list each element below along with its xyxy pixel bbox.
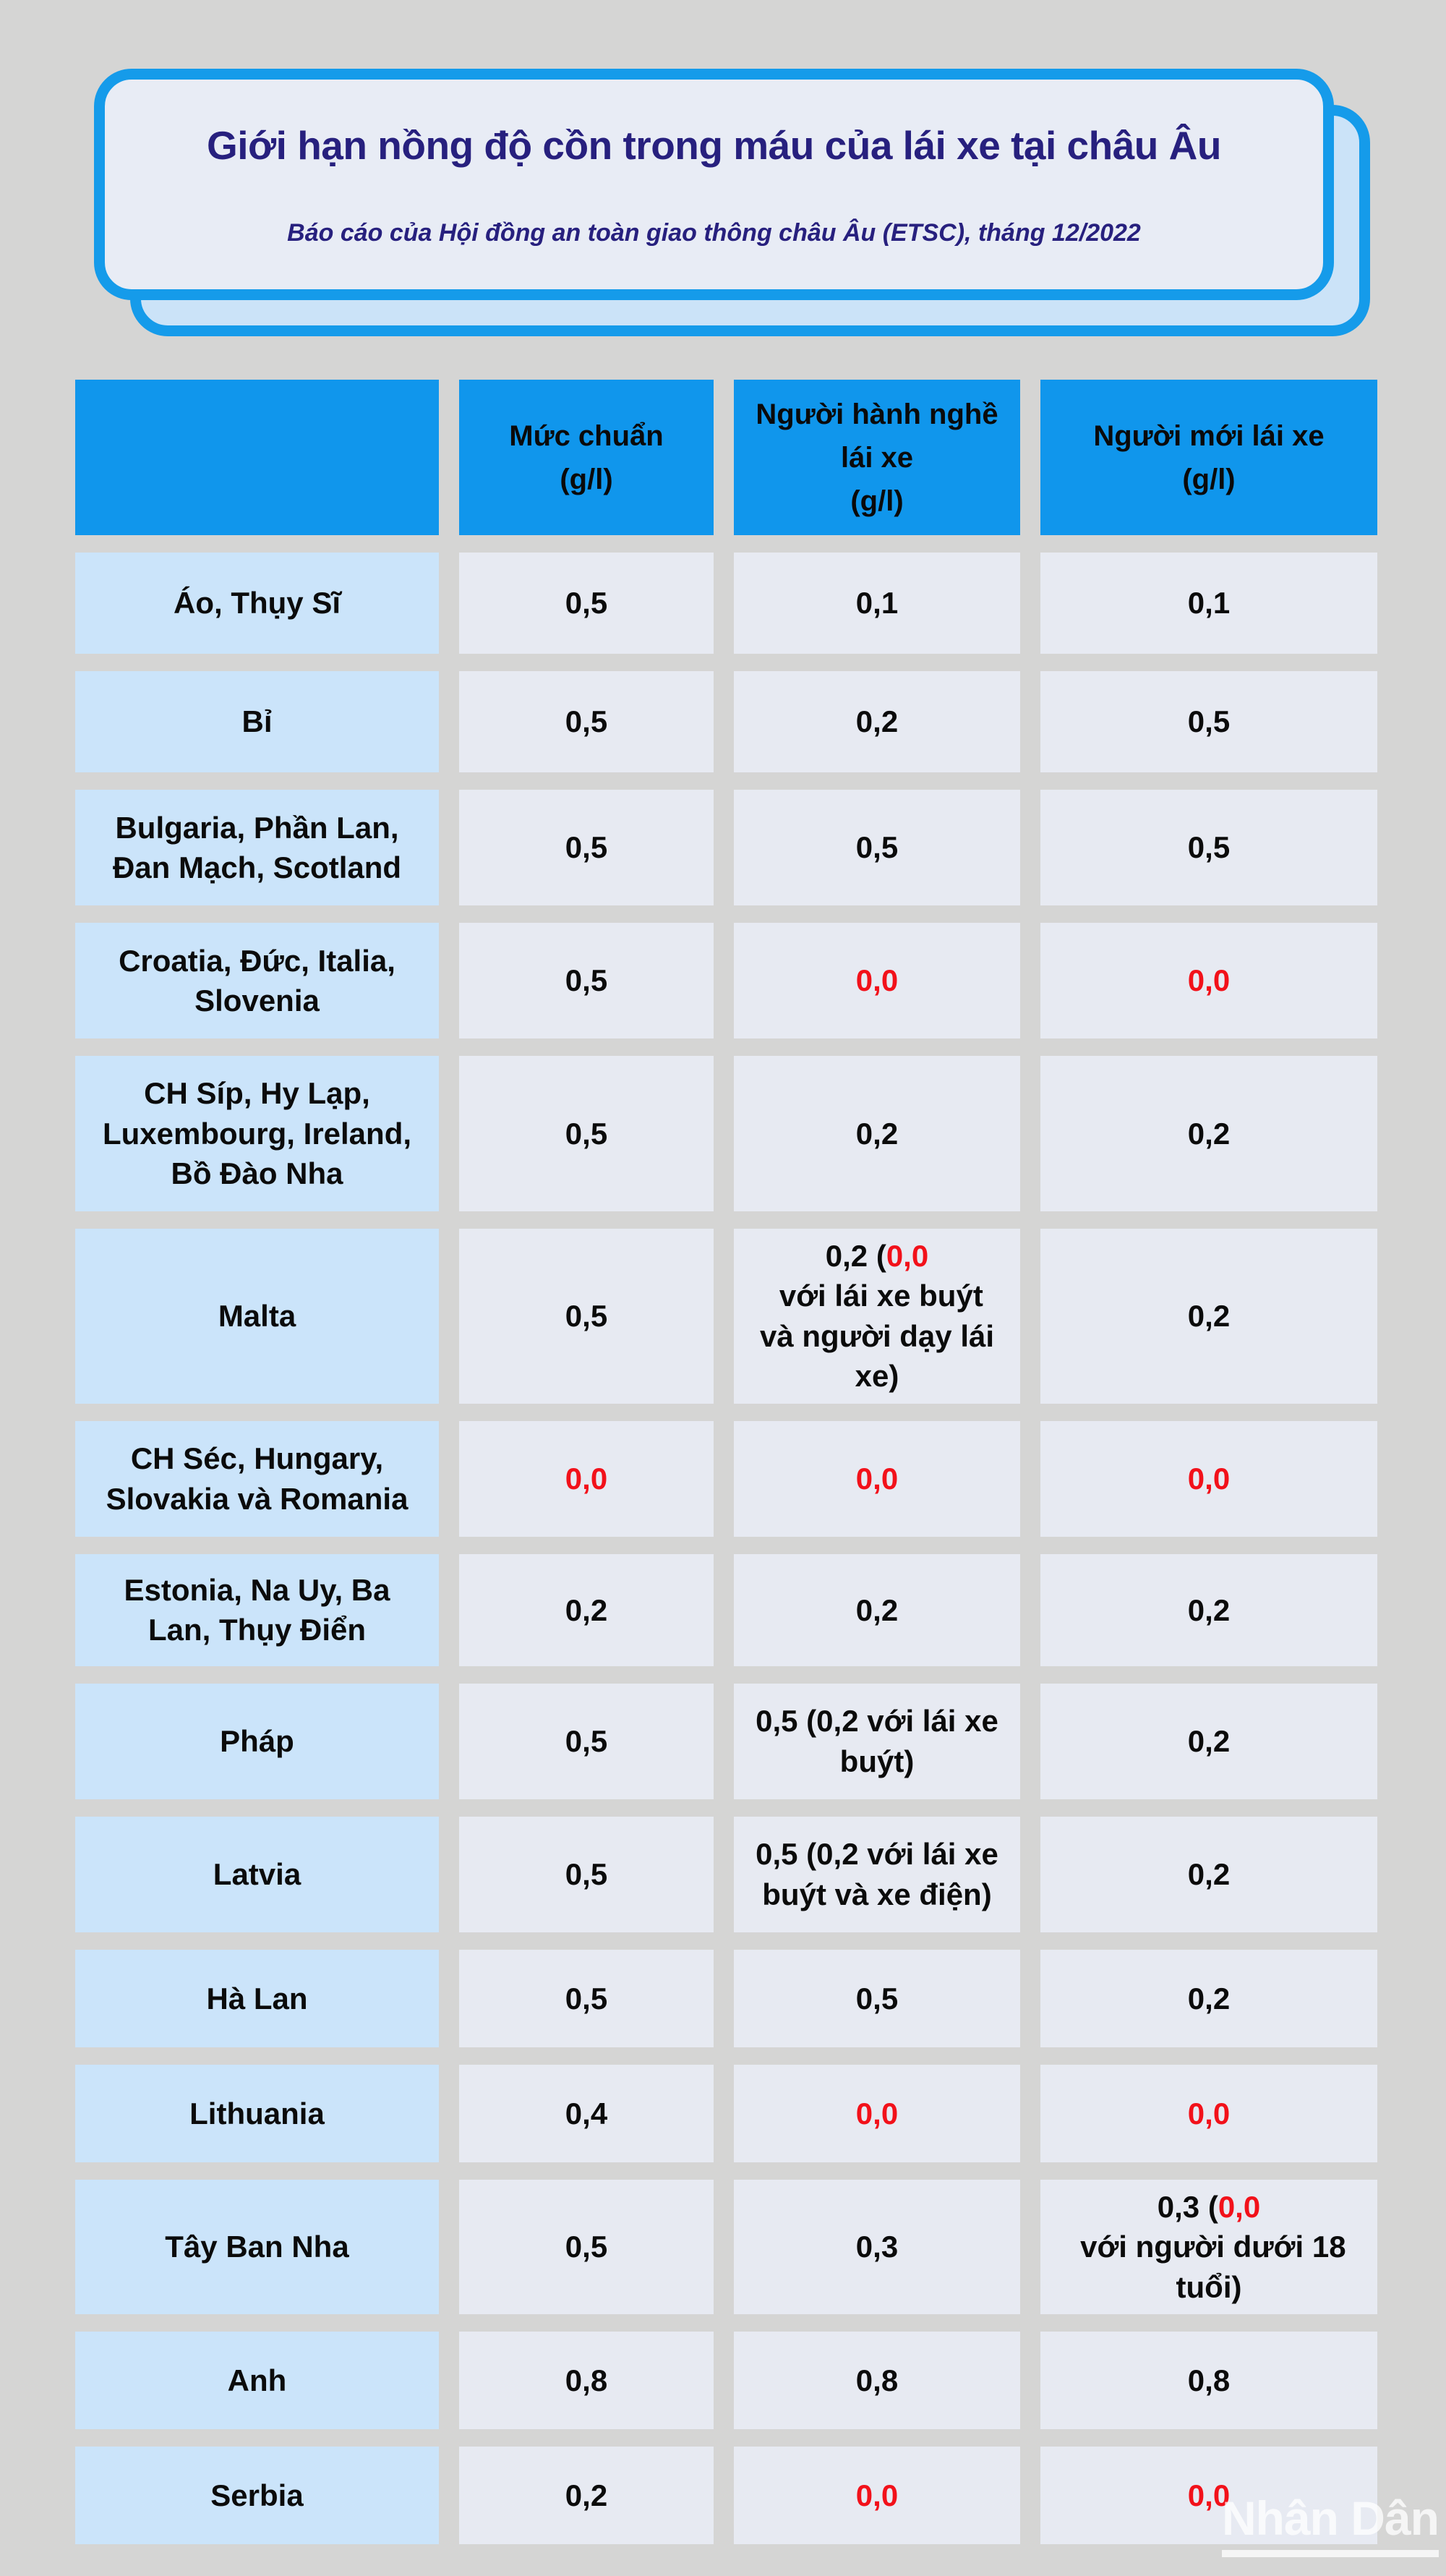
country-cell: CH Séc, Hungary, Slovakia và Romania <box>75 1420 439 1537</box>
value-cell: 0,0 <box>1040 1420 1377 1537</box>
value-cell: 0,5 <box>459 671 714 772</box>
table-row: Serbia 0,2 0,0 0,0 <box>75 2447 1377 2545</box>
page-title: Giới hạn nồng độ cồn trong máu của lái x… <box>206 122 1222 168</box>
value-cell: 0,5 <box>459 1683 714 1799</box>
country-cell: Hà Lan <box>75 1949 439 2047</box>
value-cell: 0,0 <box>1040 923 1377 1038</box>
value-cell: 0,0 <box>734 1420 1020 1537</box>
value-cell: 0,0 <box>1040 2064 1377 2162</box>
country-cell: Latvia <box>75 1816 439 1932</box>
table-row: Tây Ban Nha 0,5 0,3 0,3 (0,0 với người dưới… <box>75 2179 1377 2315</box>
value-cell: 0,1 <box>734 553 1020 654</box>
country-cell: Estonia, Na Uy, Ba Lan, Thụy Điển <box>75 1553 439 1666</box>
country-cell: Pháp <box>75 1683 439 1799</box>
value-cell: 0,8 <box>1040 2332 1377 2430</box>
country-cell: Malta <box>75 1229 439 1404</box>
table-row: Latvia 0,5 0,5 (0,2 với lái xe buýt và xe … <box>75 1816 1377 1932</box>
value-cell: 0,0 <box>734 2064 1020 2162</box>
value-cell: 0,5 <box>459 1816 714 1932</box>
value-cell: 0,8 <box>459 2332 714 2430</box>
country-cell: Serbia <box>75 2447 439 2545</box>
data-table: Mức chuẩn (g/l) Người hành nghề lái xe (g… <box>75 380 1377 2545</box>
value-cell: 0,0 <box>734 923 1020 1038</box>
table-header-row: Mức chuẩn (g/l) Người hành nghề lái xe (g… <box>75 380 1377 535</box>
value-cell: 0,5 <box>459 1949 714 2047</box>
country-cell: Bỉ <box>75 671 439 772</box>
table-row: Bulgaria, Phần Lan, Đan Mạch, Scotland 0,… <box>75 790 1377 905</box>
value-cell: 0,2 <box>459 2447 714 2545</box>
watermark-underline <box>1221 2550 1439 2557</box>
country-cell: CH Síp, Hy Lạp, Luxembourg, Ireland, Bồ … <box>75 1056 439 1211</box>
table-row: CH Séc, Hungary, Slovakia và Romania 0,0 0… <box>75 1420 1377 1537</box>
table-row: Estonia, Na Uy, Ba Lan, Thụy Điển 0,2 0,2 0… <box>75 1553 1377 1666</box>
value-cell: 0,2 <box>734 1553 1020 1666</box>
value-cell: 0,5 <box>734 790 1020 905</box>
value-cell: 0,5 <box>1040 671 1377 772</box>
value-cell: 0,2 <box>1040 1056 1377 1211</box>
table-row: Croatia, Đức, Italia, Slovenia 0,5 0,0 0,0 <box>75 923 1377 1038</box>
table-row: Anh 0,8 0,8 0,8 <box>75 2332 1377 2430</box>
value-cell: 0,0 <box>459 1420 714 1537</box>
header-cell: Mức chuẩn (g/l) <box>459 380 714 535</box>
value-cell: 0,2 <box>1040 1949 1377 2047</box>
country-cell: Bulgaria, Phần Lan, Đan Mạch, Scotland <box>75 790 439 905</box>
value-cell: 0,0 <box>1040 2447 1377 2545</box>
value-cell: 0,3 (0,0 với người dưới 18 tuổi) <box>1040 2179 1377 2315</box>
value-cell: 0,2 <box>734 671 1020 772</box>
watermark-text: Nhân Dân <box>1221 2491 1439 2545</box>
country-cell: Áo, Thụy Sĩ <box>75 553 439 654</box>
table-row: Áo, Thụy Sĩ 0,5 0,1 0,1 <box>75 553 1377 654</box>
value-cell: 0,3 <box>734 2179 1020 2315</box>
value-cell: 0,5 <box>459 923 714 1038</box>
value-cell: 0,4 <box>459 2064 714 2162</box>
table-row: Hà Lan 0,5 0,5 0,2 <box>75 1949 1377 2047</box>
value-cell: 0,5 <box>1040 790 1377 905</box>
header-cell <box>75 380 439 535</box>
value-cell: 0,2 (0,0 với lái xe buýt và người dạy lá… <box>734 1229 1020 1404</box>
table-row: Bỉ 0,5 0,2 0,5 <box>75 671 1377 772</box>
value-cell: 0,2 <box>1040 1553 1377 1666</box>
country-cell: Croatia, Đức, Italia, Slovenia <box>75 923 439 1038</box>
value-cell: 0,2 <box>734 1056 1020 1211</box>
value-cell: 0,5 (0,2 với lái xe buýt và xe điện) <box>734 1816 1020 1932</box>
nhan-dan-watermark: Nhân Dân <box>1221 2491 1439 2557</box>
table-row: Pháp 0,5 0,5 (0,2 với lái xe buýt) 0,2 <box>75 1683 1377 1799</box>
value-cell: 0,5 <box>459 1229 714 1404</box>
country-cell: Lithuania <box>75 2064 439 2162</box>
value-cell: 0,2 <box>459 1553 714 1666</box>
value-cell: 0,1 <box>1040 553 1377 654</box>
value-cell: 0,5 <box>459 790 714 905</box>
value-cell: 0,5 <box>459 1056 714 1211</box>
table-row: Malta 0,5 0,2 (0,0 với lái xe buýt và ngườ… <box>75 1229 1377 1404</box>
value-cell: 0,0 <box>734 2447 1020 2545</box>
value-cell: 0,5 (0,2 với lái xe buýt) <box>734 1683 1020 1799</box>
table-row: Lithuania 0,4 0,0 0,0 <box>75 2064 1377 2162</box>
value-cell: 0,2 <box>1040 1683 1377 1799</box>
value-cell: 0,2 <box>1040 1229 1377 1404</box>
value-cell: 0,5 <box>734 1949 1020 2047</box>
value-cell: 0,2 <box>1040 1816 1377 1932</box>
header-cell: Người hành nghề lái xe (g/l) <box>734 380 1020 535</box>
country-cell: Tây Ban Nha <box>75 2179 439 2315</box>
title-card-front: Giới hạn nồng độ cồn trong máu của lái x… <box>94 69 1334 300</box>
value-cell: 0,8 <box>734 2332 1020 2430</box>
title-card: Giới hạn nồng độ cồn trong máu của lái x… <box>94 69 1370 336</box>
country-cell: Anh <box>75 2332 439 2430</box>
value-cell: 0,5 <box>459 553 714 654</box>
header-cell: Người mới lái xe (g/l) <box>1040 380 1377 535</box>
value-cell: 0,5 <box>459 2179 714 2315</box>
table-row: CH Síp, Hy Lạp, Luxembourg, Ireland, Bồ … <box>75 1056 1377 1211</box>
page-subtitle: Báo cáo của Hội đồng an toàn giao thông … <box>287 218 1141 247</box>
